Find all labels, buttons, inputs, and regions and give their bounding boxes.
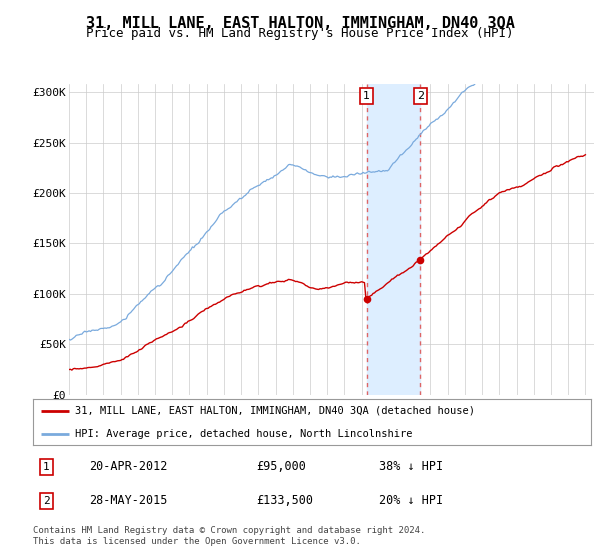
Text: 1: 1 bbox=[43, 462, 50, 472]
Text: 38% ↓ HPI: 38% ↓ HPI bbox=[379, 460, 443, 473]
Text: 28-MAY-2015: 28-MAY-2015 bbox=[89, 494, 167, 507]
Text: HPI: Average price, detached house, North Lincolnshire: HPI: Average price, detached house, Nort… bbox=[75, 429, 412, 438]
Text: 31, MILL LANE, EAST HALTON, IMMINGHAM, DN40 3QA: 31, MILL LANE, EAST HALTON, IMMINGHAM, D… bbox=[86, 16, 514, 31]
Text: 2: 2 bbox=[417, 91, 424, 101]
Text: Price paid vs. HM Land Registry's House Price Index (HPI): Price paid vs. HM Land Registry's House … bbox=[86, 27, 514, 40]
Text: 20% ↓ HPI: 20% ↓ HPI bbox=[379, 494, 443, 507]
Text: 31, MILL LANE, EAST HALTON, IMMINGHAM, DN40 3QA (detached house): 31, MILL LANE, EAST HALTON, IMMINGHAM, D… bbox=[75, 406, 475, 416]
Text: 2: 2 bbox=[43, 496, 50, 506]
Bar bbox=[367, 84, 421, 395]
Text: 20-APR-2012: 20-APR-2012 bbox=[89, 460, 167, 473]
Text: £133,500: £133,500 bbox=[256, 494, 313, 507]
Text: £95,000: £95,000 bbox=[256, 460, 306, 473]
Text: Contains HM Land Registry data © Crown copyright and database right 2024.
This d: Contains HM Land Registry data © Crown c… bbox=[33, 526, 425, 546]
Text: 1: 1 bbox=[363, 91, 370, 101]
